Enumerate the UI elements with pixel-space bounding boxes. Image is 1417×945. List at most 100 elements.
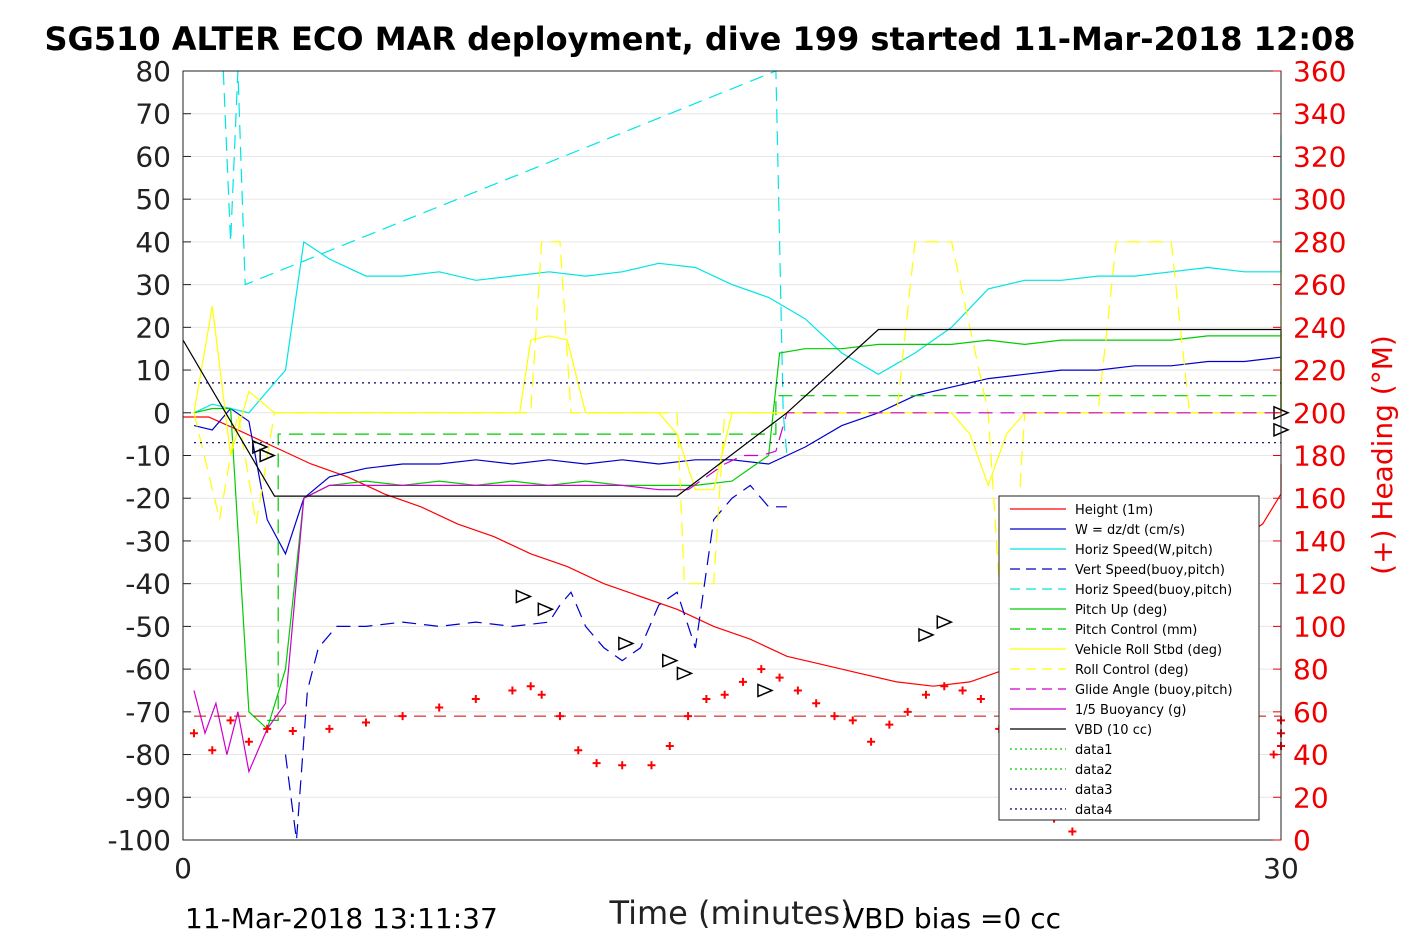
- heading-marker: [398, 712, 407, 721]
- left-tick-label: -70: [125, 696, 171, 729]
- heading-marker: [757, 665, 766, 674]
- x-tick-label: 30: [1263, 852, 1299, 885]
- legend-label-10: 1/5 Buoyancy (g): [1075, 703, 1186, 718]
- heading-marker: [812, 699, 821, 708]
- heading-marker: [574, 746, 583, 755]
- triangle-marker: [259, 448, 277, 463]
- series-line-4: [222, 70, 788, 456]
- heading-marker: [526, 682, 535, 691]
- right-tick-label: 60: [1293, 696, 1329, 729]
- left-tick-label: 50: [135, 183, 171, 216]
- left-tick-label: 10: [135, 354, 171, 387]
- right-tick-label: 80: [1293, 653, 1329, 686]
- right-tick-label: 260: [1293, 269, 1346, 302]
- series-line-8: [193, 241, 1282, 585]
- right-tick-label: 0: [1293, 824, 1311, 857]
- left-tick-label: 80: [135, 55, 171, 88]
- legend-label-9: Glide Angle (buoy,pitch): [1075, 683, 1233, 698]
- right-tick-label: 160: [1293, 482, 1346, 515]
- left-tick-label: -90: [125, 781, 171, 814]
- left-tick-label: -30: [125, 525, 171, 558]
- left-tick-label: -60: [125, 653, 171, 686]
- x-tick-label: 0: [174, 852, 192, 885]
- heading-marker: [684, 712, 693, 721]
- heading-marker: [325, 724, 334, 733]
- left-tick-label: 20: [135, 311, 171, 344]
- legend-label-0: Height (1m): [1075, 503, 1153, 518]
- right-tick-label: 340: [1293, 98, 1346, 131]
- heading-marker: [867, 737, 876, 746]
- heading-marker: [921, 690, 930, 699]
- heading-marker: [940, 682, 949, 691]
- right-tick-label: 100: [1293, 610, 1346, 643]
- heading-marker: [537, 690, 546, 699]
- right-tick-label: 200: [1293, 397, 1346, 430]
- heading-marker: [471, 695, 480, 704]
- series-line-1: [193, 356, 1282, 556]
- heading-marker: [263, 724, 272, 733]
- legend-label-3: Vert Speed(buoy,pitch): [1075, 563, 1225, 578]
- right-tick-label: 40: [1293, 739, 1329, 772]
- x-axis-ticks: 0 30: [174, 832, 1299, 885]
- x-axis-label: Time (minutes): [609, 894, 853, 932]
- left-tick-label: -80: [125, 739, 171, 772]
- heading-marker: [1068, 827, 1077, 836]
- right-tick-label: 140: [1293, 525, 1346, 558]
- chart-title: SG510 ALTER ECO MAR deployment, dive 199…: [44, 20, 1355, 58]
- legend-label-4: Horiz Speed(buoy,pitch): [1075, 583, 1232, 598]
- heading-marker: [647, 761, 656, 770]
- left-tick-label: -10: [125, 440, 171, 473]
- triangle-marker: [618, 636, 635, 651]
- legend-label-15: data4: [1075, 803, 1113, 818]
- right-tick-label: 120: [1293, 568, 1346, 601]
- right-tick-label: 220: [1293, 354, 1346, 387]
- legend-label-6: Pitch Control (mm): [1075, 623, 1197, 638]
- triangle-marker: [676, 666, 694, 681]
- right-tick-label: 360: [1293, 55, 1346, 88]
- heading-marker: [885, 720, 894, 729]
- footer-vbd-bias: VBD bias =0 cc: [845, 902, 1061, 935]
- heading-marker: [226, 716, 235, 725]
- right-tick-label: 240: [1293, 311, 1346, 344]
- left-tick-label: -50: [125, 610, 171, 643]
- right-axis-ticks: 360 340 320 300 280 260 240 220 200 180 160 140 120 1…: [1273, 55, 1346, 857]
- heading-marker: [976, 695, 985, 704]
- legend-label-12: data1: [1075, 743, 1113, 758]
- heading-marker: [903, 707, 912, 716]
- heading-marker: [665, 742, 674, 751]
- left-tick-label: 70: [135, 98, 171, 131]
- heading-marker: [720, 690, 729, 699]
- left-tick-label: -20: [125, 482, 171, 515]
- left-tick-label: 40: [135, 226, 171, 259]
- left-tick-label: 60: [135, 140, 171, 173]
- triangle-marker: [662, 653, 679, 668]
- left-tick-label: 30: [135, 269, 171, 302]
- right-tick-label: 320: [1293, 140, 1346, 173]
- legend-label-1: W = dz/dt (cm/s): [1075, 523, 1185, 538]
- right-tick-label: 300: [1293, 183, 1346, 216]
- heading-marker: [288, 727, 297, 736]
- heading-marker: [738, 677, 747, 686]
- legend-label-8: Roll Control (deg): [1075, 663, 1189, 678]
- right-tick-label: 280: [1293, 226, 1346, 259]
- heading-marker: [208, 746, 217, 755]
- triangle-marker: [757, 683, 774, 698]
- series-line-6: [267, 395, 1281, 722]
- right-axis-label: (+) Heading (°M): [1366, 335, 1399, 575]
- legend: Height (1m) W = dz/dt (cm/s) Horiz Speed(W…: [998, 495, 1260, 821]
- triangle-marker: [515, 589, 533, 604]
- heading-marker: [189, 729, 198, 738]
- legend-label-2: Horiz Speed(W,pitch): [1075, 543, 1213, 558]
- left-axis-ticks: 80 70 60 50 40 30 20 10 0 -10 -20 -30 -40 -50 -60 -70 -8…: [107, 55, 191, 857]
- heading-marker: [618, 761, 627, 770]
- legend-label-13: data2: [1075, 763, 1113, 778]
- triangle-marker: [936, 614, 954, 630]
- series-line-3: [284, 484, 787, 841]
- series-line-9: [687, 412, 1281, 491]
- series-line-10: [193, 484, 689, 774]
- legend-label-5: Pitch Up (deg): [1075, 603, 1167, 618]
- triangle-marker: [918, 627, 935, 643]
- right-tick-label: 180: [1293, 440, 1346, 473]
- left-tick-label: -100: [107, 824, 171, 857]
